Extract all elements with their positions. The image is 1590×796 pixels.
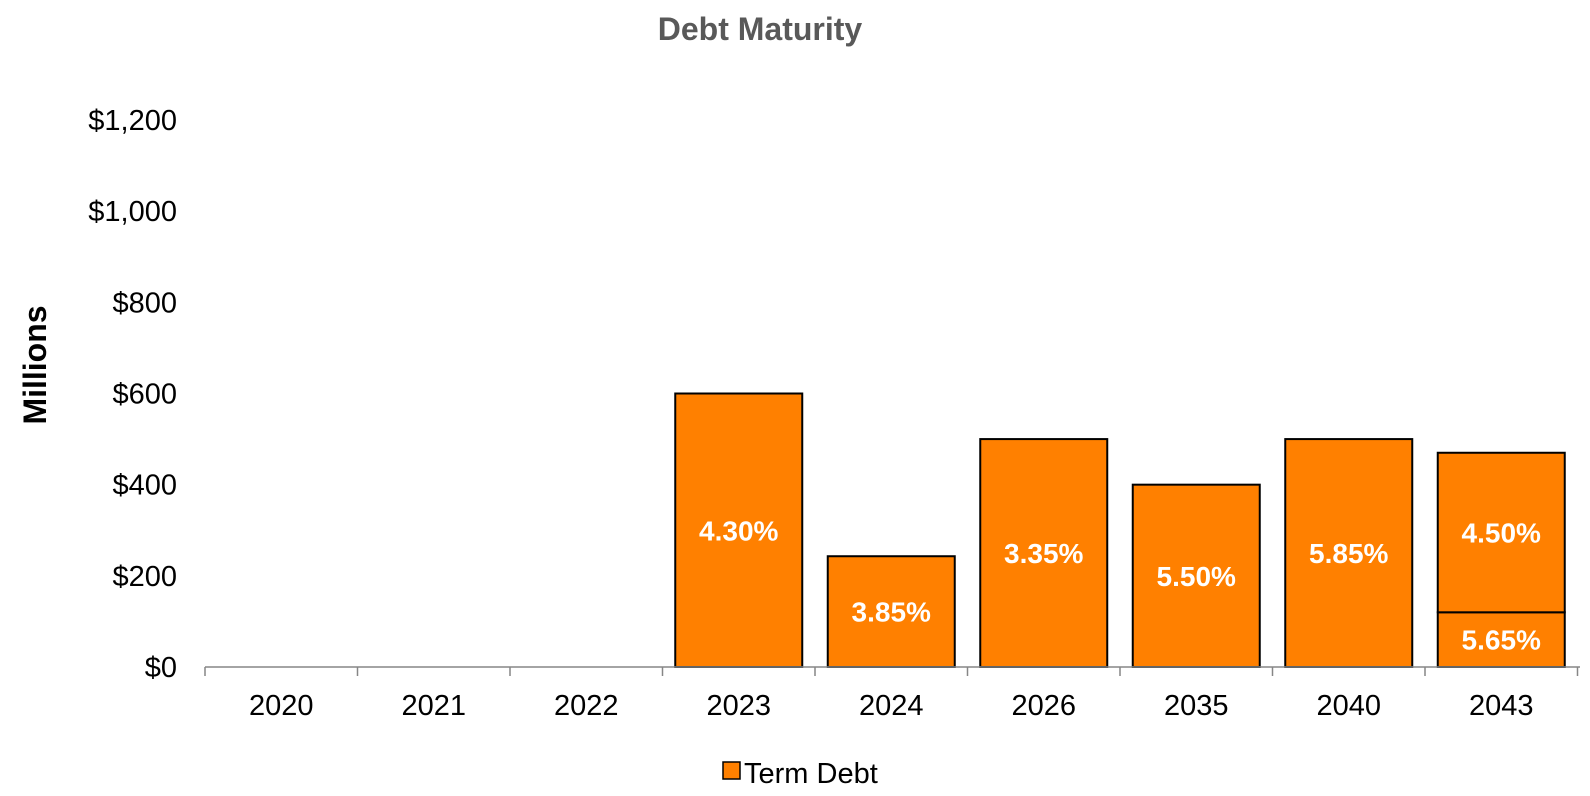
bar-data-label: 5.50%: [1157, 561, 1236, 592]
x-tick-label: 2043: [1469, 690, 1534, 722]
bar-2035-segment-0: [1131, 483, 1261, 668]
bar-data-label: 4.50%: [1462, 518, 1541, 549]
y-tick-label: $400: [112, 470, 177, 502]
bars: [674, 392, 1566, 669]
x-tick-label: 2022: [554, 690, 619, 722]
x-tick-label: 2024: [859, 690, 924, 722]
y-axis-label: Millions: [17, 305, 53, 424]
legend: Term Debt: [722, 758, 878, 790]
bar-2023-segment-0: [674, 392, 804, 668]
bar-2024-segment-0: [826, 555, 956, 668]
x-tick-label: 2040: [1316, 690, 1381, 722]
y-tick-label: $800: [112, 287, 177, 319]
x-tick-label: 2020: [249, 690, 314, 722]
bar-2026-segment-0: [979, 438, 1109, 669]
y-tick-label: $600: [112, 379, 177, 411]
x-tick-label: 2023: [706, 690, 771, 722]
legend-label: Term Debt: [744, 758, 878, 790]
x-axis: [204, 666, 1580, 676]
y-tick-label: $200: [112, 561, 177, 593]
bar-labels: 4.30% 3.85% 3.35% 5.50% 5.85% 5.65% 4.50%: [699, 515, 1541, 655]
y-tick-label: $1,000: [88, 196, 177, 228]
bar-data-label: 5.65%: [1462, 625, 1541, 656]
bar-2040-segment-0: [1284, 438, 1414, 669]
y-tick-label: $0: [145, 652, 177, 684]
y-tick-label: $1,200: [88, 105, 177, 137]
bar-data-label: 5.85%: [1309, 538, 1388, 569]
x-tick-label: 2026: [1011, 690, 1076, 722]
x-tick-label: 2021: [401, 690, 466, 722]
bar-2043-segment-1: [1436, 451, 1566, 614]
legend-swatch: [722, 761, 741, 780]
x-tick-label: 2035: [1164, 690, 1229, 722]
chart-title: Debt Maturity: [658, 11, 863, 47]
bar-data-label: 3.35%: [1004, 538, 1083, 569]
bar-data-label: 4.30%: [699, 515, 778, 546]
bar-2043-segment-0: [1436, 611, 1566, 668]
x-axis-ticks: 2020 2021 2022 2023 2024 2026 2035 2040 2043: [249, 690, 1534, 722]
bar-data-label: 3.85%: [852, 597, 931, 628]
y-axis-ticks: $0 $200 $400 $600 $800 $1,000 $1,200: [88, 105, 177, 684]
